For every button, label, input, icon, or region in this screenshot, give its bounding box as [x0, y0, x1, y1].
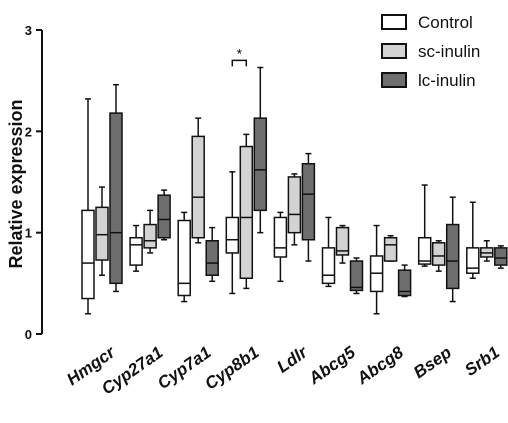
box-abcg8-1: [383, 234, 398, 262]
box-iqr: [287, 176, 302, 234]
significance-annotations: *: [231, 45, 248, 67]
box-iqr: [143, 223, 157, 249]
x-category-label: Srb1: [461, 343, 503, 380]
box-abcg8-0: [369, 224, 384, 315]
box-ldlr-0: [273, 211, 288, 283]
box-iqr: [335, 226, 350, 256]
significance-bracket: [231, 59, 248, 67]
box-hmgcr-1: [95, 186, 109, 276]
box-iqr: [445, 223, 460, 290]
box-cyp8b1-0: [225, 171, 240, 295]
box-cyp7a1-2: [205, 226, 219, 283]
legend: Control sc-inulin lc-inulin: [381, 13, 480, 90]
box-iqr: [95, 206, 109, 261]
box-iqr: [109, 112, 123, 285]
box-cyp27a1-2: [157, 189, 171, 241]
box-cyp27a1-1: [143, 209, 157, 254]
legend-label: lc-inulin: [418, 71, 476, 90]
legend-swatch: [381, 14, 407, 30]
box-iqr: [81, 209, 95, 300]
box-iqr: [383, 236, 398, 262]
y-tick-label: 0: [25, 327, 32, 342]
box-iqr: [157, 194, 171, 239]
box-iqr: [349, 260, 364, 292]
box-srb1-1: [480, 240, 494, 262]
legend-swatch: [381, 43, 407, 59]
y-tick-label: 1: [25, 226, 32, 241]
box-iqr: [191, 135, 205, 239]
box-iqr: [239, 145, 254, 280]
box-cyp27a1-0: [129, 224, 143, 272]
box-iqr: [321, 247, 336, 285]
box-abcg8-2: [397, 264, 412, 298]
legend-label: Control: [418, 13, 473, 32]
box-abcg5-1: [335, 224, 350, 264]
box-iqr: [177, 219, 191, 297]
box-ldlr-2: [301, 152, 316, 262]
x-category-label: Abcg8: [353, 342, 408, 388]
series-lc-inulin: [109, 66, 508, 303]
x-category-label: Cyp8b1: [201, 343, 262, 394]
x-category-label: Bsep: [410, 343, 455, 382]
box-cyp8b1-2: [253, 66, 268, 234]
y-axis-title: Relative expression: [6, 99, 26, 268]
box-abcg5-2: [349, 257, 364, 295]
y-axis: 0 1 2 3: [25, 23, 43, 342]
box-plot-series: [81, 66, 508, 315]
box-iqr: [205, 240, 219, 276]
x-category-label: Abcg5: [305, 342, 360, 388]
box-srb1-2: [494, 245, 508, 269]
box-bsep-2: [445, 196, 460, 303]
box-iqr: [225, 216, 240, 254]
box-hmgcr-2: [109, 83, 123, 293]
legend-label: sc-inulin: [418, 42, 480, 61]
box-bsep-1: [431, 240, 446, 272]
box-iqr: [301, 163, 316, 241]
y-tick-label: 2: [25, 124, 32, 139]
box-srb1-0: [466, 201, 480, 280]
box-iqr: [129, 236, 143, 266]
series-sc-inulin: [95, 117, 494, 290]
box-cyp7a1-1: [191, 117, 205, 244]
box-iqr: [253, 117, 268, 212]
box-abcg5-0: [321, 216, 336, 288]
box-iqr: [431, 242, 446, 266]
legend-swatch: [381, 72, 407, 88]
box-cyp8b1-1: [239, 133, 254, 290]
box-iqr: [494, 247, 508, 266]
box-iqr: [466, 247, 480, 274]
box-cyp7a1-0: [177, 211, 191, 303]
box-bsep-0: [417, 184, 432, 267]
series-control: [81, 98, 480, 315]
box-iqr: [273, 216, 288, 258]
box-hmgcr-0: [81, 98, 95, 315]
box-iqr: [417, 236, 432, 265]
box-iqr: [397, 269, 412, 297]
significance-star: *: [237, 45, 243, 61]
y-tick-label: 3: [25, 23, 32, 38]
box-ldlr-1: [287, 173, 302, 246]
